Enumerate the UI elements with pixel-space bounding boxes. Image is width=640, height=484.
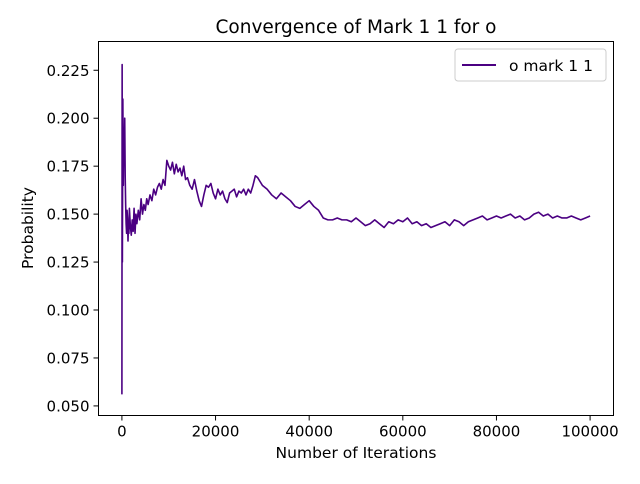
x-tick-label: 20000 xyxy=(192,423,240,441)
y-tick-label: 0.125 xyxy=(47,254,90,272)
y-tick-label: 0.100 xyxy=(47,302,90,320)
y-tick-label: 0.050 xyxy=(47,397,90,415)
x-axis: 0 20000 40000 60000 80000 100000 xyxy=(117,415,619,441)
y-tick-label: 0.075 xyxy=(47,349,90,367)
y-tick-label: 0.225 xyxy=(47,62,90,80)
x-tick-label: 60000 xyxy=(379,423,427,441)
axes-frame xyxy=(98,41,614,416)
x-tick-label: 40000 xyxy=(285,423,333,441)
y-axis-label: Probability xyxy=(19,187,37,269)
y-tick-label: 0.150 xyxy=(47,206,90,224)
x-tick-label: 80000 xyxy=(473,423,521,441)
legend: o mark 1 1 xyxy=(454,48,607,82)
plot-area xyxy=(121,63,591,395)
x-axis-label: Number of Iterations xyxy=(276,444,437,462)
x-tick-label: 100000 xyxy=(561,423,618,441)
y-axis: 0.050 0.075 0.100 0.125 0.150 0.175 0.200 0.225 xyxy=(47,62,99,415)
y-tick-label: 0.175 xyxy=(47,158,90,176)
series-line xyxy=(121,63,591,395)
legend-label: o mark 1 1 xyxy=(509,57,593,75)
chart-title: Convergence of Mark 1 1 for o xyxy=(215,17,496,38)
y-tick-label: 0.200 xyxy=(47,110,90,128)
x-tick-label: 0 xyxy=(117,423,127,441)
legend-box xyxy=(454,48,607,82)
